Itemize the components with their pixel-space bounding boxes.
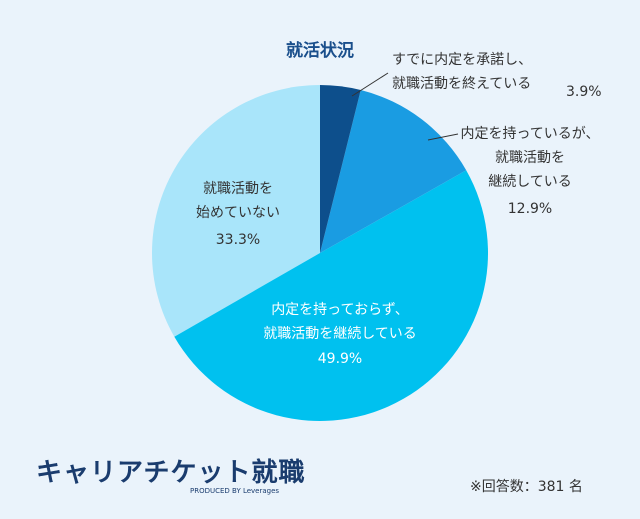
value-label: 3.9% <box>566 84 602 100</box>
note: ※回答数：381 名 <box>470 479 583 495</box>
pie-slice <box>174 170 489 422</box>
value-label: 49.9% <box>317 351 363 367</box>
slice-label: 内定を持っておらず、 就職活動を継続している <box>263 302 417 342</box>
logo-sub: PRODUCED BY Leverages <box>190 487 280 495</box>
chart-title: 就活状況 <box>286 41 354 61</box>
logo: キャリアチケット就職 <box>36 458 306 488</box>
slice-label: 内定を持っているが、 就職活動を 継続している <box>460 126 600 190</box>
slice-label: 就職活動を 始めていない <box>196 181 280 221</box>
value-label: 33.3% <box>215 232 261 248</box>
leader-line <box>427 133 459 141</box>
pie-slice <box>320 85 361 253</box>
slice-label: すでに内定を承諾し、 就職活動を終えている <box>392 52 533 92</box>
pie-slice <box>151 85 320 337</box>
pie-slice <box>320 90 467 253</box>
value-label: 12.9% <box>507 201 553 217</box>
leader-line <box>351 72 389 97</box>
